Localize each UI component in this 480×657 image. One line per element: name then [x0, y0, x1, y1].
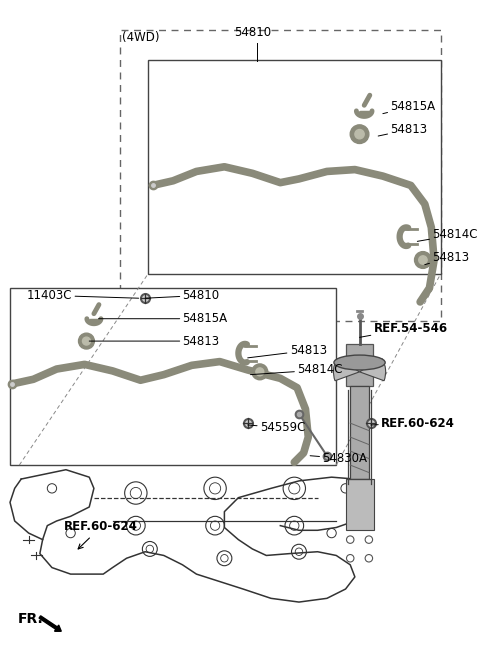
Text: 54815A: 54815A	[383, 100, 435, 114]
Text: REF.60-624: REF.60-624	[371, 417, 455, 430]
Bar	[346, 479, 373, 530]
Wedge shape	[334, 359, 360, 381]
Text: FR.: FR.	[17, 612, 43, 626]
Text: 54810: 54810	[145, 289, 219, 302]
Bar	[350, 386, 369, 479]
Bar	[347, 344, 372, 386]
Text: REF.60-624: REF.60-624	[64, 520, 138, 549]
Circle shape	[419, 256, 427, 264]
Bar	[148, 60, 441, 274]
Circle shape	[79, 333, 95, 349]
Wedge shape	[360, 359, 385, 381]
Circle shape	[415, 252, 432, 268]
Text: 54813: 54813	[378, 123, 427, 136]
Bar	[10, 288, 336, 465]
Text: 54813: 54813	[248, 344, 327, 358]
Text: 54810: 54810	[234, 26, 271, 39]
Text: 54815A: 54815A	[98, 312, 228, 325]
Ellipse shape	[334, 355, 385, 370]
Circle shape	[256, 368, 264, 376]
Text: (4WD): (4WD)	[122, 31, 159, 44]
Text: REF.54-546: REF.54-546	[360, 321, 448, 337]
Circle shape	[252, 364, 268, 380]
Bar	[120, 30, 441, 321]
Circle shape	[83, 337, 90, 345]
Text: 54814C: 54814C	[251, 363, 343, 376]
Text: 11403C: 11403C	[27, 289, 139, 302]
Text: 54813: 54813	[89, 334, 219, 348]
Circle shape	[350, 125, 369, 143]
Text: 54814C: 54814C	[417, 229, 478, 241]
Text: 54559C: 54559C	[248, 421, 305, 434]
FancyArrow shape	[39, 616, 61, 631]
Text: 54830A: 54830A	[310, 452, 367, 465]
Text: 54813: 54813	[425, 251, 469, 265]
Circle shape	[355, 129, 364, 139]
